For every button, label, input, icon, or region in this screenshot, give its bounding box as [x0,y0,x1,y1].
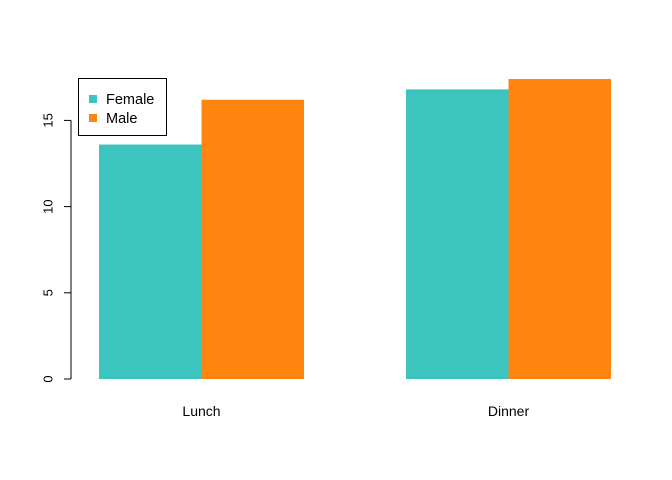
category-label-lunch: Lunch [182,403,220,419]
legend: Female Male [78,78,167,136]
legend-swatch-female [89,95,97,103]
bar-lunch-male [201,99,304,379]
category-label-dinner: Dinner [488,403,530,419]
category-labels: Lunch Dinner [182,403,529,419]
y-tick-label: 15 [41,113,56,127]
y-tick-label: 10 [41,199,56,213]
bar-lunch-female [99,144,202,379]
bar-dinner-female [406,89,509,380]
legend-box [78,78,167,136]
legend-swatch-male [89,114,97,122]
y-tick-label: 5 [41,289,56,296]
legend-label-male: Male [106,111,137,127]
bar-dinner-male [508,79,611,380]
y-axis: 0 5 10 15 [41,113,72,383]
legend-label-female: Female [106,92,154,108]
y-tick-label: 0 [41,375,56,382]
bars-layer [99,79,611,380]
